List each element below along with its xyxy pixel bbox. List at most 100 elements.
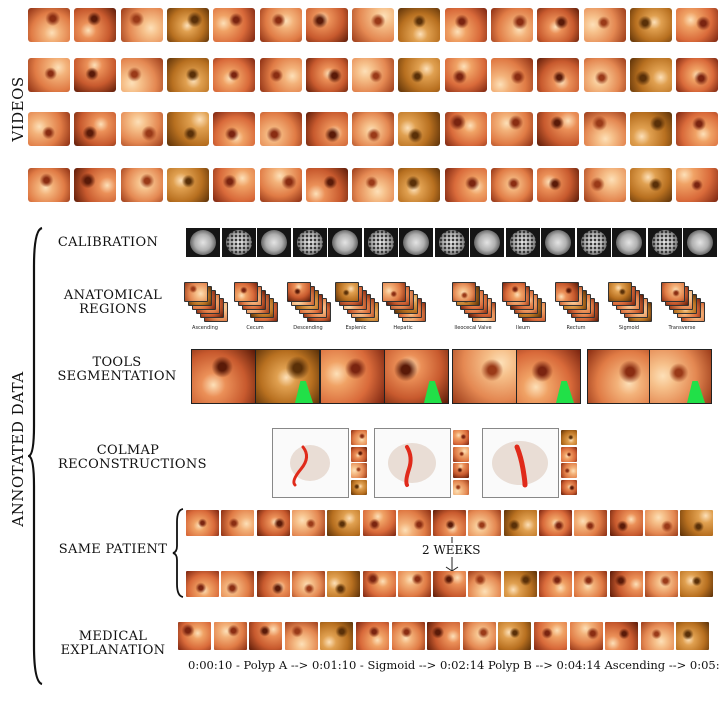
calibration-pattern	[190, 230, 216, 255]
reconstruction-frame	[453, 446, 469, 462]
calibration-frame	[612, 228, 646, 257]
video-frame	[352, 168, 395, 202]
calibration-pattern	[296, 230, 323, 255]
calibration-pattern	[438, 230, 465, 255]
same-patient-frame	[644, 571, 678, 597]
reconstruction-frame	[453, 463, 469, 478]
same-patient-frame	[186, 510, 219, 536]
same-patient-frame	[362, 571, 396, 597]
two-weeks-label: 2 WEEKS	[421, 543, 482, 557]
video-frame	[537, 112, 580, 146]
calibration-frame	[541, 228, 575, 257]
same-patient-frame	[291, 510, 325, 536]
video-frame	[398, 112, 441, 146]
same-patient-frame	[503, 571, 537, 597]
tool-frame	[452, 349, 517, 404]
reconstruction-frame	[561, 479, 577, 495]
same-patient-frame	[256, 510, 290, 536]
same-patient-frame	[397, 510, 431, 536]
region-stack-frame	[234, 282, 258, 302]
video-frame	[398, 8, 441, 42]
reconstruction-frame	[351, 463, 367, 478]
explanation-frame	[676, 622, 710, 650]
video-frame	[120, 58, 163, 92]
point-cloud	[290, 445, 330, 487]
explanation-frame	[569, 622, 603, 650]
tool-mask-frame	[516, 349, 581, 404]
region-stack-frame	[287, 282, 311, 302]
calibration-frame	[221, 228, 256, 257]
calibration-pattern	[687, 230, 713, 255]
same-patient-frame	[574, 571, 608, 597]
calibration-frame	[434, 228, 469, 257]
explanation-frame	[356, 622, 389, 650]
video-frame	[352, 8, 395, 42]
video-frame	[676, 112, 719, 146]
calibration-frame	[647, 228, 682, 257]
calibration-pattern	[403, 230, 429, 255]
video-frame	[259, 168, 302, 202]
explanation-timeline: 0:00:10 - Polyp A --> 0:01:10 - Sigmoid …	[188, 658, 720, 672]
same-patient-frame	[221, 571, 255, 597]
video-frame	[583, 8, 626, 42]
explanation-frame	[249, 622, 283, 650]
same-patient-frame	[503, 510, 537, 536]
video-frame	[213, 112, 256, 146]
reconstruction-frame	[351, 446, 367, 462]
calibration-pattern	[474, 230, 500, 255]
video-frame	[166, 8, 209, 42]
same-patient-frame	[327, 571, 361, 597]
calibration-pattern	[509, 230, 536, 255]
calibration-pattern	[225, 230, 252, 255]
anatomical-regions-line-2: REGIONS	[79, 302, 147, 317]
explanation-frame	[284, 622, 318, 650]
video-frame	[583, 112, 626, 146]
anatomical-regions-label: ANATOMICAL REGIONS	[48, 289, 178, 317]
video-frame	[166, 58, 209, 92]
video-frame	[444, 168, 487, 202]
region-name: Ileum	[516, 325, 530, 331]
explanation-frame	[391, 622, 425, 650]
tool-mask	[556, 381, 574, 403]
video-frame	[74, 8, 117, 42]
same-patient-frame	[644, 510, 678, 536]
tool-mask	[295, 381, 313, 403]
video-frame	[305, 8, 348, 42]
same-patient-frame	[539, 510, 572, 536]
video-frame	[28, 112, 70, 146]
video-frame	[444, 58, 487, 92]
video-frame	[74, 58, 117, 92]
same-patient-frame	[327, 510, 361, 536]
same-patient-frame	[574, 510, 608, 536]
calibration-frame	[257, 228, 291, 257]
calibration-frame	[470, 228, 504, 257]
region-name: Ileocecal Valve	[454, 325, 492, 331]
calibration-pattern	[367, 230, 394, 255]
explanation-frame	[427, 622, 461, 650]
explanation-frame	[462, 622, 496, 650]
calibration-frame	[292, 228, 327, 257]
region-name: Transverse	[668, 325, 696, 331]
tool-mask-frame	[649, 349, 712, 404]
video-frame	[28, 168, 70, 202]
video-frame	[629, 168, 672, 202]
video-frame	[491, 8, 533, 42]
video-frame	[120, 112, 163, 146]
video-frame	[259, 58, 302, 92]
video-frame	[676, 168, 719, 202]
region-stack-frame	[382, 282, 406, 302]
calibration-pattern	[332, 230, 358, 255]
video-frame	[676, 8, 719, 42]
video-frame	[537, 8, 580, 42]
video-frame	[305, 168, 348, 202]
video-frame	[305, 58, 348, 92]
video-frame	[537, 58, 580, 92]
video-frame	[583, 168, 626, 202]
reconstruction-frame	[453, 479, 469, 495]
calibration-frame	[683, 228, 717, 257]
video-frame	[444, 8, 487, 42]
same-patient-frame	[186, 571, 219, 597]
video-frame	[120, 8, 163, 42]
region-name: Descending	[293, 325, 323, 331]
same-patient-label: SAME PATIENT	[58, 542, 168, 557]
